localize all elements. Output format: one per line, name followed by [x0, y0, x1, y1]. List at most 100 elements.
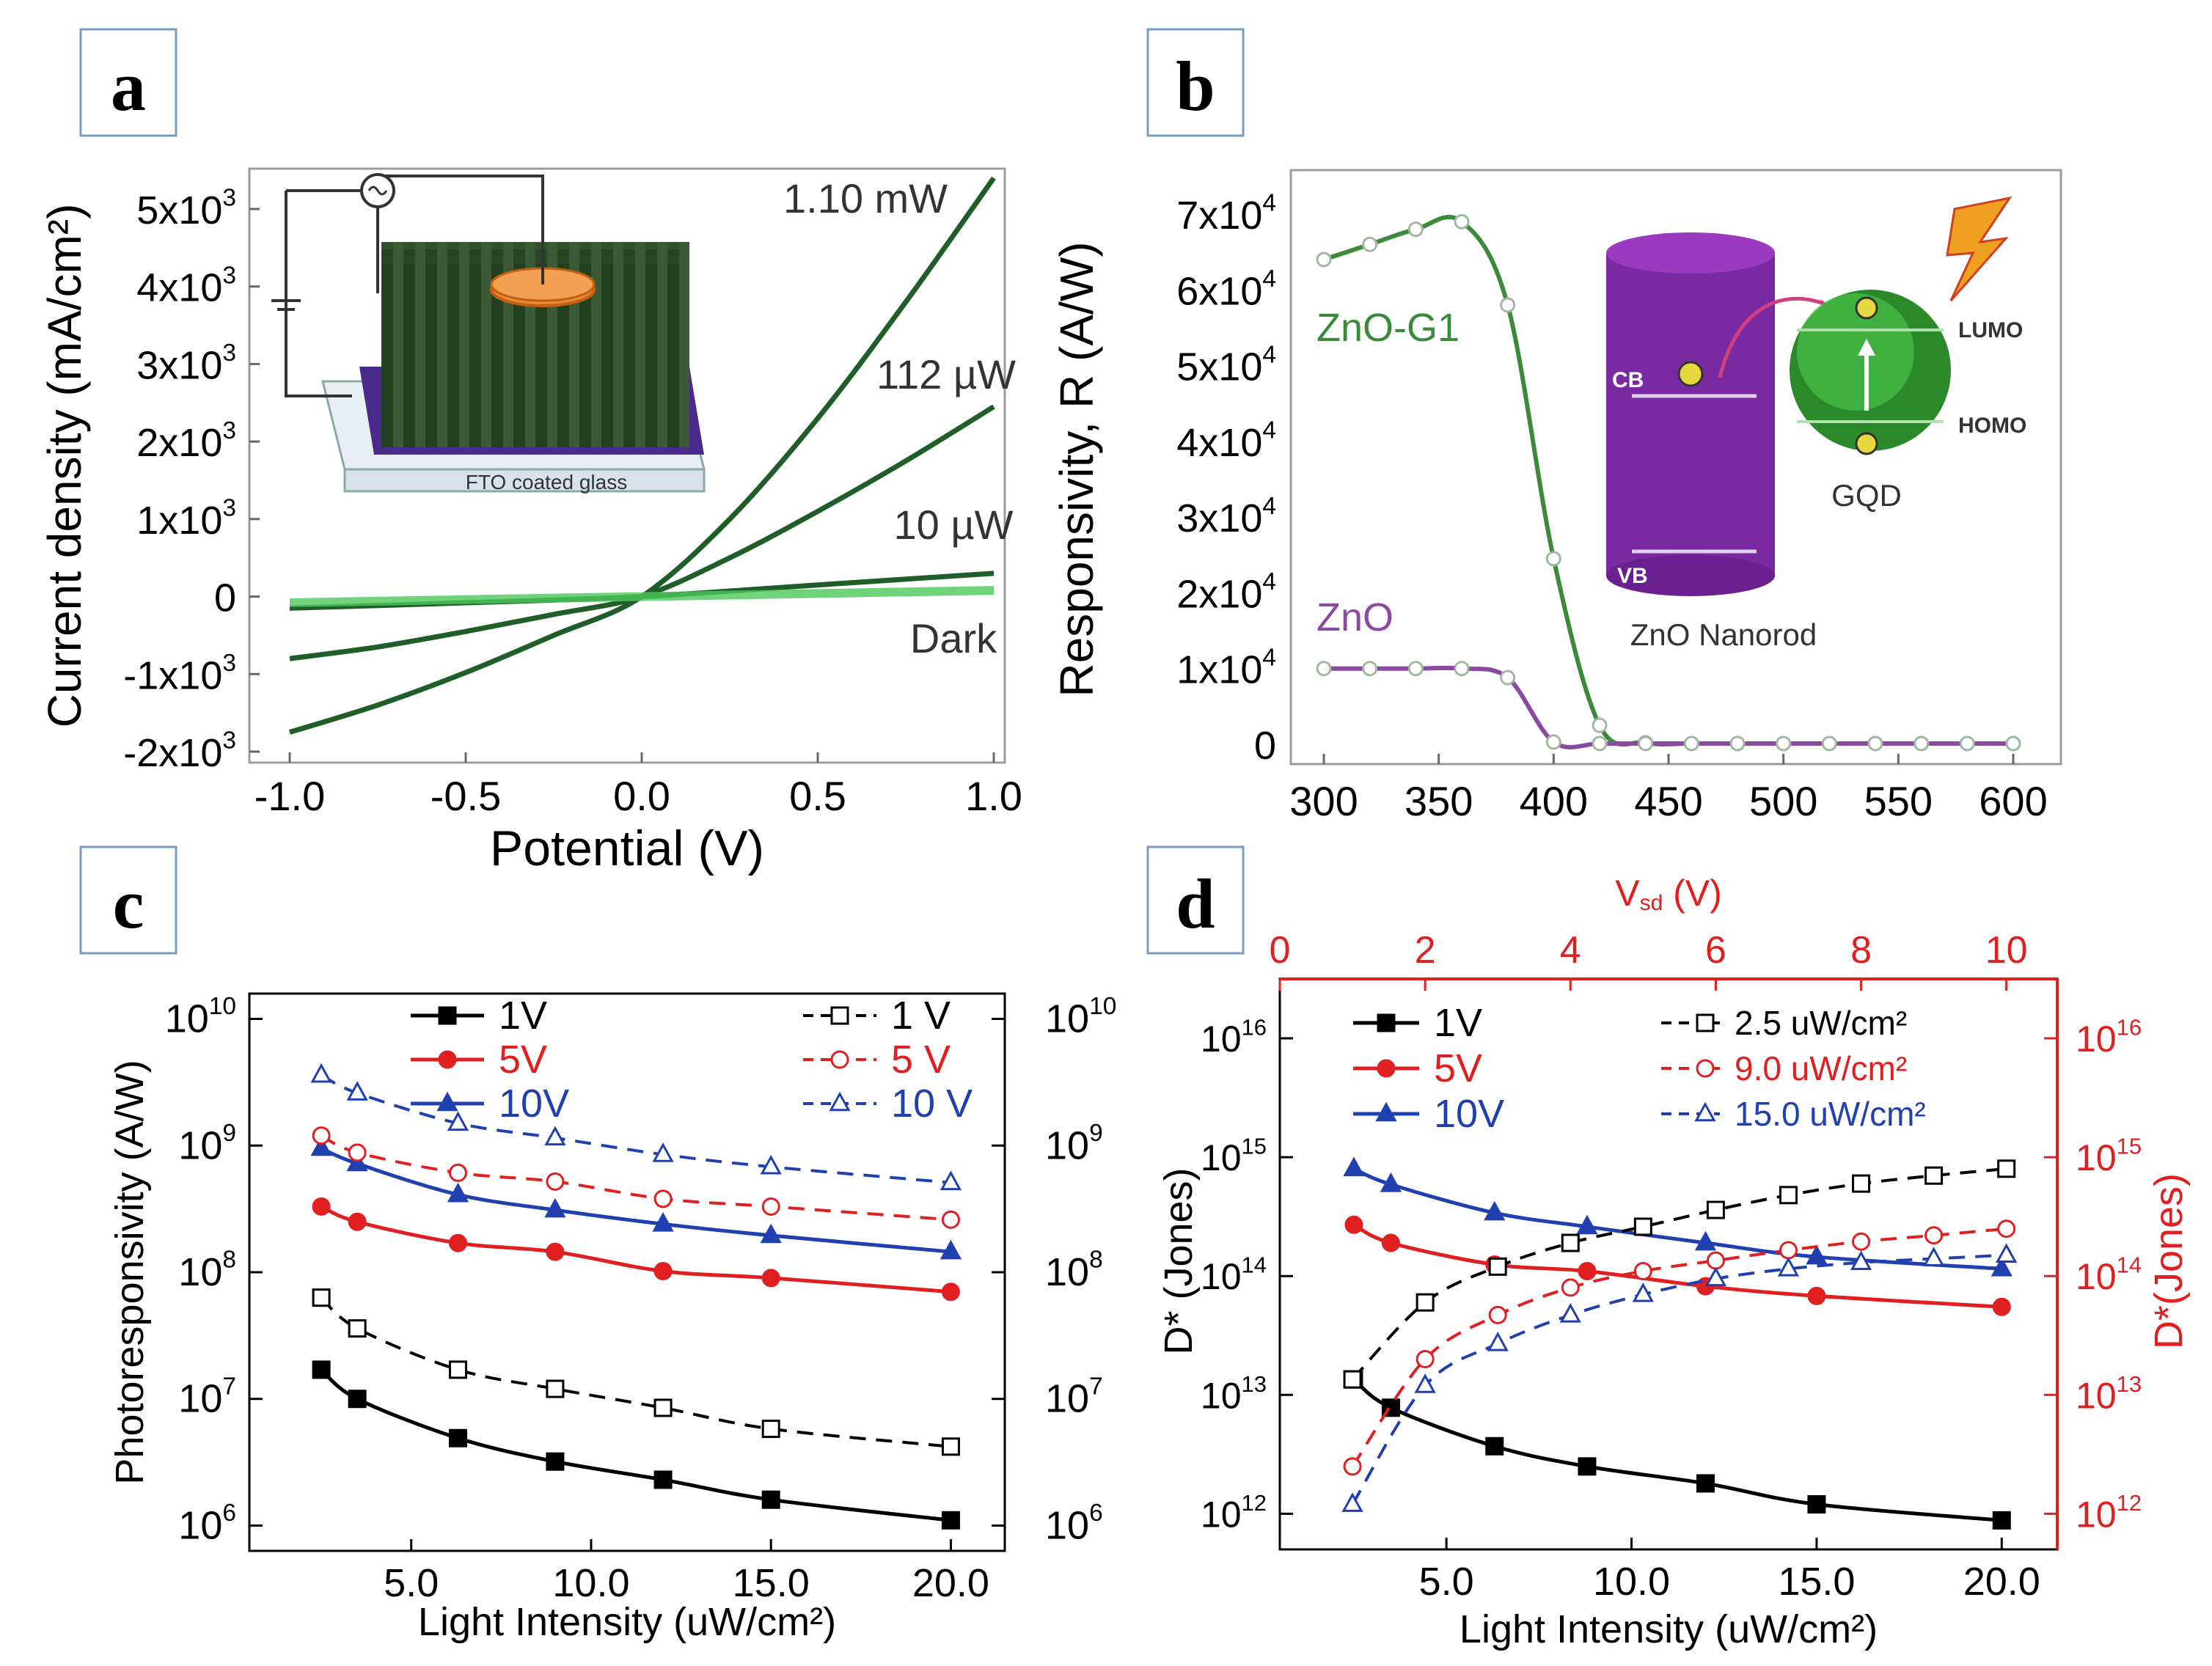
panel-label-d: d: [1176, 865, 1215, 943]
c-y-tick-label: 109: [178, 1120, 236, 1167]
a-x-tick-label: -1.0: [254, 773, 326, 819]
d-x-tick-label: 15.0: [1778, 1560, 1855, 1604]
d-legend-marker: [1694, 1101, 1716, 1122]
a-y-tick-label: -1x103: [123, 650, 236, 697]
b-data-point: [1500, 669, 1516, 686]
b-data-point: [1545, 734, 1561, 750]
d-y-tick-label: 1015: [1201, 1134, 1267, 1179]
c-x-tick-label: 20.0: [912, 1561, 989, 1605]
b-data-point: [1776, 735, 1792, 752]
d-data-point: [1485, 1436, 1504, 1456]
d-series-line: [1351, 1227, 2007, 1468]
b-data-point: [1821, 735, 1837, 752]
d-y-tick-label: 1013: [1201, 1371, 1267, 1417]
c-legend-marker: [830, 1006, 849, 1025]
d-data-point: [1416, 1293, 1435, 1312]
c-data-point: [941, 1282, 960, 1302]
d-data-point: [1632, 1282, 1654, 1302]
panel-label-b: b: [1176, 47, 1215, 125]
a-x-tick-label: 0.5: [789, 773, 846, 819]
b-data-point: [1638, 735, 1654, 752]
c-legend-label: 10 V: [891, 1082, 973, 1126]
c-data-point: [348, 1319, 367, 1338]
d-y-tick-label: 1012: [1201, 1490, 1267, 1535]
d-legend-marker: [1375, 1101, 1397, 1122]
d-top-axis-title: Vsd (V): [1615, 873, 1722, 915]
d-data-point: [1807, 1495, 1826, 1514]
d-legend-marker: [1377, 1013, 1396, 1032]
b-series-label: ZnO-G1: [1316, 306, 1460, 350]
c-data-point: [653, 1262, 673, 1281]
d-x-axis-title: Light Intensity (uW/cm²): [1460, 1607, 1878, 1651]
c-data-point: [652, 1212, 674, 1232]
b-data-point: [1407, 221, 1424, 238]
d-data-point: [1561, 1278, 1580, 1297]
panel-label-c: c: [113, 865, 144, 943]
d-data-point: [1343, 1457, 1362, 1476]
b-data-point: [1316, 252, 1332, 268]
homo-label: HOMO: [1958, 414, 2026, 438]
c-right-y-tick-label: 108: [1045, 1247, 1103, 1294]
d-data-point: [1576, 1214, 1598, 1235]
b-x-tick-label: 350: [1405, 778, 1473, 824]
c-data-point: [544, 1197, 566, 1218]
b-y-tick-label: 3x104: [1176, 493, 1276, 540]
c-y-axis-title: Photoresponsivity (A/W): [108, 1060, 152, 1484]
b-series-line: [1324, 665, 2013, 750]
d-right-y-tick-label: 1012: [2076, 1490, 2142, 1535]
d-x-tick-label: 10.0: [1593, 1560, 1670, 1604]
d-data-point: [1704, 1266, 1727, 1287]
d-y-tick-label: 1016: [1201, 1015, 1267, 1060]
c-legend-label: 10V: [499, 1082, 569, 1126]
lumo-label: LUMO: [1958, 318, 2023, 342]
c-y-tick-label: 108: [178, 1247, 236, 1294]
b-x-tick-label: 600: [1979, 778, 2047, 824]
b-x-tick-label: 450: [1634, 778, 1702, 824]
d-data-point: [1779, 1241, 1798, 1260]
c-data-point: [447, 1182, 469, 1203]
nanorod-shape: [447, 264, 459, 447]
d-y-axis-title: D* (Jones): [1157, 1167, 1201, 1354]
nanorod-shape: [469, 264, 481, 447]
c-data-point: [760, 1223, 782, 1244]
d-top-x-tick-label: 6: [1705, 929, 1726, 972]
b-data-point: [1362, 661, 1378, 677]
d-top-x-tick-label: 2: [1415, 929, 1436, 972]
c-x-tick-label: 5.0: [384, 1561, 439, 1605]
c-data-point: [653, 1470, 673, 1489]
cb-label: CB: [1612, 368, 1644, 392]
d-top-x-tick-label: 4: [1560, 929, 1581, 972]
chart-a: -2x103 -1x103 0 1x103 2x103 3x103 4x103 5x103 -…: [38, 167, 1022, 876]
c-data-point: [312, 1197, 331, 1216]
d-data-point: [1852, 1174, 1871, 1193]
vb-label: VB: [1617, 564, 1648, 588]
chart-b: 0 1x104 2x104 3x104 4x104 5x104 6x104 7x104 300…: [1050, 169, 2062, 824]
d-data-point: [1852, 1232, 1871, 1251]
d-legend-label: 9.0 uW/cm²: [1735, 1049, 1907, 1087]
a-series-label: Dark: [910, 615, 997, 661]
c-legend-label: 5 V: [891, 1038, 951, 1082]
d-series-line: [1351, 1253, 2007, 1505]
d-data-point: [1559, 1303, 1581, 1323]
nanorod-shape: [535, 264, 547, 447]
b-data-point: [1913, 735, 1930, 752]
c-data-point: [940, 1170, 962, 1191]
nanorod-shape: [601, 264, 613, 447]
b-data-point: [2005, 735, 2021, 752]
c-legend-label: 1 V: [891, 994, 951, 1038]
c-x-tick-label: 15.0: [733, 1561, 810, 1605]
c-data-point: [760, 1154, 782, 1175]
d-data-point: [1706, 1251, 1725, 1270]
b-y-tick-label: 4x104: [1176, 417, 1276, 465]
d-data-point: [1341, 1492, 1363, 1512]
d-legend-marker: [1696, 1059, 1715, 1078]
d-data-point: [1992, 1297, 2011, 1316]
nanorod-shape: [381, 264, 393, 447]
d-data-point: [1343, 1156, 1365, 1177]
b-x-tick-label: 500: [1749, 778, 1817, 824]
d-data-point: [1991, 1257, 2013, 1277]
c-right-y-tick-label: 107: [1045, 1373, 1103, 1420]
d-legend-label: 5V: [1434, 1046, 1482, 1090]
c-data-point: [348, 1143, 367, 1162]
c-right-y-tick-label: 109: [1045, 1120, 1103, 1167]
